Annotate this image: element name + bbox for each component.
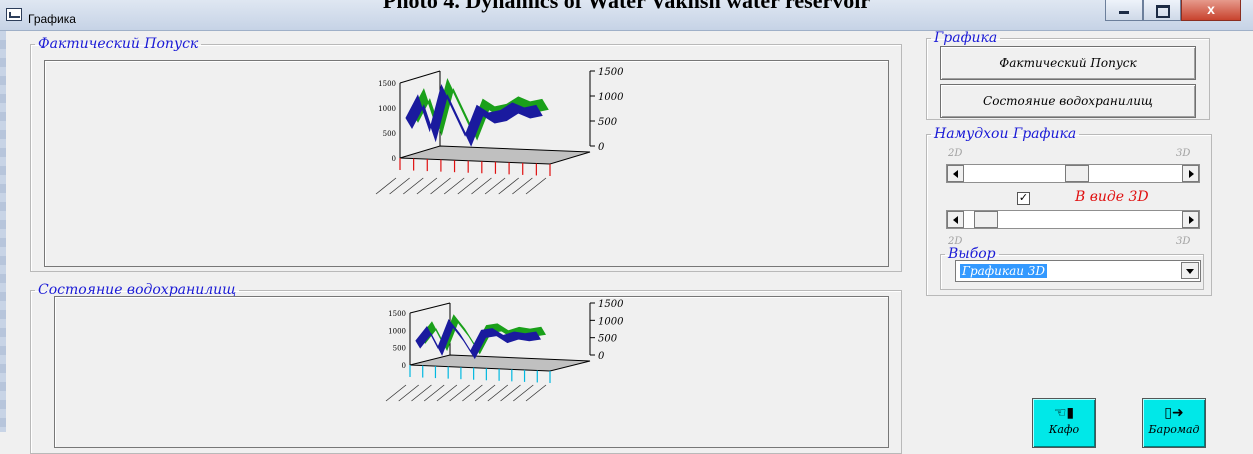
- reservoir-state-chart-panel: 1500 1000 500 0 1500 1000 500 0: [54, 296, 889, 448]
- chart-category-label: [443, 177, 465, 195]
- chart-category-label: [484, 177, 506, 195]
- choice-legend: Выбор: [948, 246, 996, 262]
- close-button[interactable]: x: [1181, 0, 1241, 21]
- chart-left-tick-label: 1000: [388, 327, 406, 335]
- chart-right-tick-label: 1000: [598, 316, 624, 327]
- chart-type-select[interactable]: Графикаи 3D: [955, 260, 1201, 282]
- left-edge-strip: [0, 31, 6, 432]
- slider2-max-label: 3D: [1176, 236, 1191, 247]
- chart-top-edge: [399, 70, 441, 84]
- reservoir-state-button[interactable]: Состояние водохранилищ: [940, 84, 1196, 118]
- chart-category-label: [430, 177, 451, 195]
- slider1-left-arrow-icon[interactable]: [947, 165, 964, 182]
- chart-category-label: [525, 177, 547, 195]
- chart-category-label: [474, 384, 496, 402]
- chart-category-label: [462, 384, 483, 402]
- chart-floor: [399, 145, 591, 165]
- chart-category-label: [525, 384, 547, 402]
- chart-floor: [409, 354, 591, 372]
- baromad-button-label: Баромад: [1148, 423, 1200, 436]
- chart-category-label: [471, 177, 492, 195]
- chart-right-tick-label: 1000: [598, 92, 624, 103]
- slider1-right-arrow-icon[interactable]: [1182, 165, 1199, 182]
- chart-left-tick-label: 1500: [378, 80, 396, 88]
- chart-left-tick-label: 1500: [388, 310, 406, 318]
- reservoir-state-legend: Состояние водохранилищ: [38, 282, 237, 298]
- chart-category-label: [457, 177, 479, 195]
- chart-left-tick-label: 500: [393, 345, 406, 353]
- chart-right-tick-label: 500: [598, 334, 618, 345]
- choice-group: Выбор: [940, 246, 1204, 290]
- chart-left-tick-label: 0: [402, 362, 406, 370]
- chart-category-label: [498, 177, 519, 195]
- graphics-legend: Графика: [934, 30, 998, 46]
- pointing-hand-icon: ☜▮: [1053, 405, 1075, 421]
- chart-category-label: [385, 384, 407, 402]
- minimize-button[interactable]: [1105, 0, 1143, 21]
- chart-series-ribbon: [405, 84, 543, 147]
- document-caption: Photo 4. Dynamics of Water Vakhsh water …: [382, 0, 871, 13]
- chart-category-label: [512, 177, 533, 195]
- slider2-thumb[interactable]: [973, 211, 998, 228]
- chart-category-label: [487, 384, 509, 402]
- kafo-button-label: Кафо: [1048, 423, 1080, 436]
- chart-category-label: [389, 177, 410, 195]
- graph-view-legend: Намудхои Графика: [934, 126, 1077, 142]
- window-controls: x: [1105, 0, 1241, 22]
- graph-view-group: Намудхои Графика: [926, 126, 1212, 296]
- view-slider-2[interactable]: [946, 210, 1200, 229]
- chart-category-label: [436, 384, 458, 402]
- actual-release-chart-panel: 1500 1000 500 0 1500 1000 500 0: [44, 60, 889, 267]
- chart-right-tick-label: 1500: [598, 67, 624, 78]
- chart-category-label: [500, 384, 521, 402]
- chart-category-label: [423, 384, 445, 402]
- chart-left-tick-label: 500: [383, 130, 396, 138]
- chart-left-tick-label: 1000: [378, 105, 396, 113]
- maximize-button[interactable]: [1143, 0, 1181, 21]
- actual-release-group: Фактический Попуск: [30, 36, 902, 272]
- chart-left-tick-label: 0: [392, 155, 396, 163]
- chart-category-label: [411, 384, 432, 402]
- slider2-right-arrow-icon[interactable]: [1182, 211, 1199, 228]
- slider1-max-label: 3D: [1176, 148, 1191, 159]
- actual-release-button[interactable]: Фактический Попуск: [940, 46, 1196, 80]
- chart-right-tick-label: 0: [598, 351, 605, 362]
- title-bar: Графика x: [0, 0, 1253, 31]
- window-title: Графика: [28, 12, 76, 26]
- slider1-thumb[interactable]: [1064, 165, 1089, 182]
- chart-category-label: [398, 384, 419, 402]
- chevron-down-icon[interactable]: [1181, 262, 1199, 279]
- chart-category-label: [449, 384, 470, 402]
- chart-right-tick-label: 500: [598, 117, 618, 128]
- graphics-group: Графика: [926, 30, 1210, 120]
- exit-door-icon: ▯➜: [1164, 405, 1184, 421]
- chart-top-edge: [409, 302, 451, 314]
- chart-series-ribbon: [415, 318, 542, 360]
- slider2-min-label: 2D: [948, 236, 963, 247]
- actual-release-legend: Фактический Попуск: [38, 36, 199, 52]
- view-3d-checkbox-label: В виде 3D: [1075, 189, 1149, 205]
- reservoir-state-chart: 1500 1000 500 0 1500 1000 500 0: [385, 299, 624, 402]
- chart-right-tick-label: 1500: [598, 299, 624, 310]
- window-app-icon: [6, 8, 22, 21]
- view-slider-1[interactable]: [946, 164, 1200, 183]
- chart-category-label: [375, 177, 397, 195]
- chart-category-label: [416, 177, 438, 195]
- kafo-button[interactable]: ☜▮ Кафо: [1032, 398, 1096, 448]
- slider2-left-arrow-icon[interactable]: [947, 211, 964, 228]
- actual-release-chart: 1500 1000 500 0 1500 1000 500 0: [375, 67, 624, 195]
- slider1-min-label: 2D: [948, 148, 963, 159]
- chart-category-label: [513, 384, 534, 402]
- view-3d-checkbox[interactable]: ✓: [1017, 191, 1030, 205]
- baromad-button[interactable]: ▯➜ Баромад: [1142, 398, 1206, 448]
- chart-type-select-value: Графикаи 3D: [960, 264, 1048, 278]
- chart-right-tick-label: 0: [598, 142, 605, 153]
- chart-category-label: [403, 177, 424, 195]
